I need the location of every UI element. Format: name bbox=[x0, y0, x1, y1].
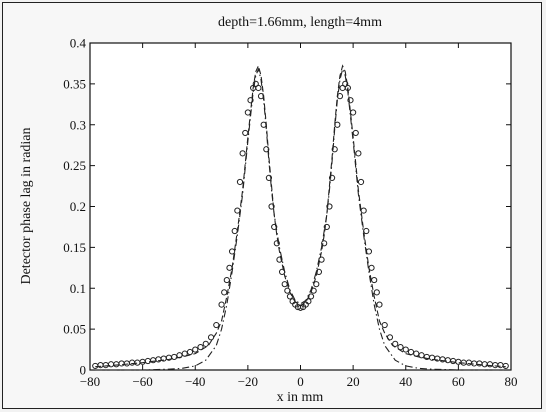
data-point bbox=[271, 223, 278, 231]
data-point bbox=[221, 289, 228, 296]
data-point bbox=[171, 353, 178, 361]
data-point bbox=[347, 97, 354, 104]
data-point bbox=[357, 178, 365, 186]
y-tick-label: 0.05 bbox=[63, 322, 86, 337]
data-point bbox=[355, 150, 362, 157]
data-point bbox=[213, 321, 220, 329]
y-tick-label: 0.25 bbox=[63, 158, 86, 173]
data-point bbox=[350, 109, 357, 116]
x-tick-label: −40 bbox=[185, 374, 205, 389]
data-point bbox=[218, 301, 225, 308]
data-point bbox=[305, 298, 312, 305]
data-point bbox=[323, 223, 330, 231]
axis-ticks: −80 −60 −40 −20 0 20 40 60 80 0 0.05 0.1 0.15 0.2 0.25… bbox=[63, 36, 517, 390]
data-point bbox=[263, 146, 270, 153]
y-axis-label: Detector phase lag in radian bbox=[19, 127, 34, 284]
data-point bbox=[397, 344, 404, 351]
data-point bbox=[276, 256, 283, 263]
x-tick-label: −80 bbox=[80, 374, 100, 389]
y-tick-label: 0.4 bbox=[70, 36, 87, 51]
x-tick-label: 40 bbox=[399, 374, 412, 389]
y-tick-label: 0.2 bbox=[70, 199, 86, 214]
y-tick-label: 0.35 bbox=[63, 76, 86, 91]
series-group bbox=[92, 64, 509, 371]
x-tick-label: 20 bbox=[347, 374, 360, 389]
y-tick-label: 0.15 bbox=[63, 240, 86, 255]
series-line-dashed bbox=[95, 64, 506, 368]
data-point bbox=[326, 203, 333, 210]
data-point bbox=[197, 344, 204, 351]
x-tick-label: 80 bbox=[505, 374, 518, 389]
data-point bbox=[247, 97, 254, 104]
data-point bbox=[255, 84, 262, 92]
data-point bbox=[265, 174, 273, 181]
data-point bbox=[202, 340, 209, 347]
data-point bbox=[286, 293, 294, 300]
data-point bbox=[236, 178, 244, 186]
y-tick-label: 0 bbox=[80, 363, 87, 378]
data-point bbox=[373, 289, 380, 296]
y-tick-label: 0.3 bbox=[70, 117, 86, 132]
x-axis-label: x in mm bbox=[277, 390, 324, 405]
data-point bbox=[402, 346, 409, 353]
data-point bbox=[315, 268, 323, 275]
plot-area bbox=[89, 42, 512, 371]
data-point bbox=[192, 346, 199, 353]
data-point bbox=[239, 150, 246, 157]
data-point bbox=[331, 146, 338, 153]
data-point bbox=[381, 321, 388, 329]
data-point bbox=[502, 362, 509, 370]
data-point bbox=[418, 352, 425, 359]
x-tick-label: −20 bbox=[238, 374, 258, 389]
data-point bbox=[360, 207, 367, 214]
data-point bbox=[223, 276, 230, 284]
y-tick-label: 0.1 bbox=[70, 281, 86, 296]
data-point bbox=[228, 248, 236, 255]
data-point bbox=[392, 340, 399, 347]
data-point bbox=[268, 203, 275, 210]
data-point bbox=[328, 174, 336, 181]
chart-title: depth=1.66mm, length=4mm bbox=[218, 15, 382, 30]
data-point bbox=[376, 301, 383, 308]
data-point bbox=[321, 240, 328, 247]
data-point bbox=[273, 240, 280, 247]
x-tick-label: 0 bbox=[297, 374, 304, 389]
series-line-dashdot bbox=[95, 67, 506, 371]
x-tick-label: 60 bbox=[452, 374, 465, 389]
x-tick-label: −60 bbox=[132, 374, 152, 389]
